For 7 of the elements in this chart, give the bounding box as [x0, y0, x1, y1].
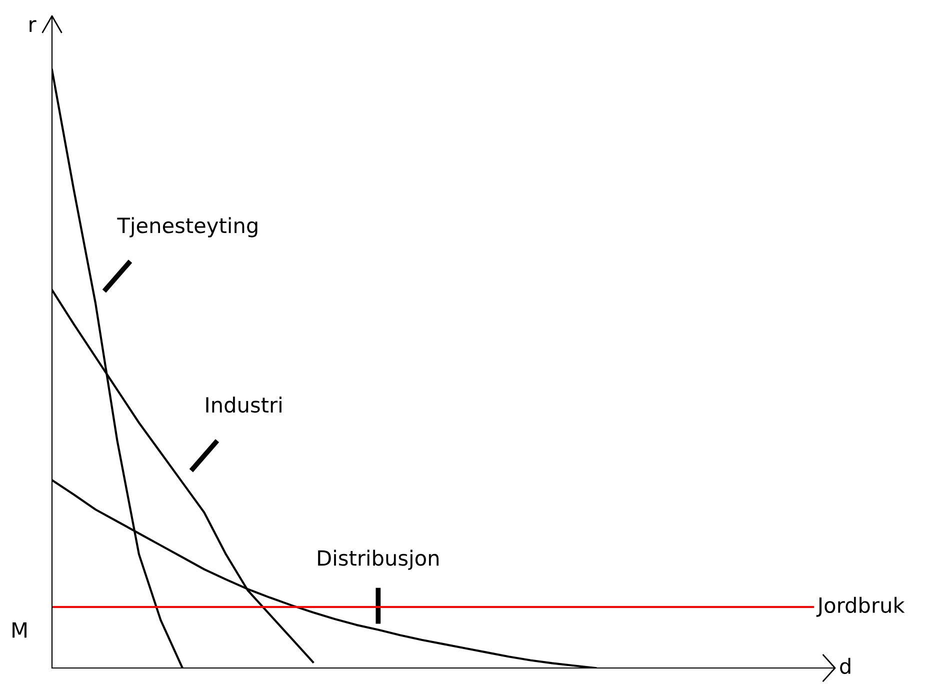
text: Industri: [206, 396, 282, 413]
series-label: Jordbruk: [816, 596, 905, 617]
y-axis-title: r: [30, 20, 36, 32]
series-label: Tjenesteyting: [117, 217, 258, 238]
text: M: [12, 622, 26, 638]
text: Distribusjon: [318, 550, 439, 570]
x-axis-title: d: [840, 658, 850, 674]
